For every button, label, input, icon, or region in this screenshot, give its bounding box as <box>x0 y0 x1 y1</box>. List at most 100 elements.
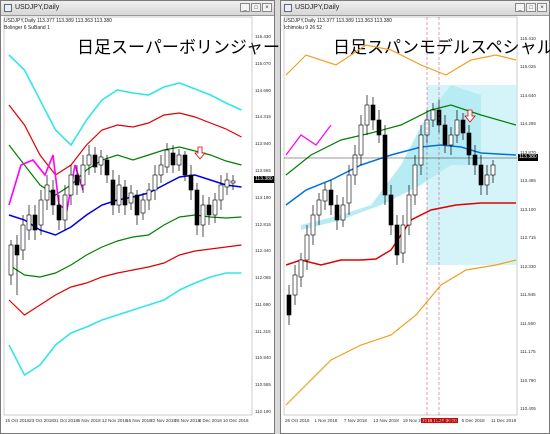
price-axis-label: 113.100 <box>520 206 536 212</box>
candle-body <box>14 244 20 256</box>
candle-body <box>328 189 334 206</box>
bollinger-lower-line <box>285 259 517 406</box>
date-axis-label: 16 Nov 2018 <box>126 418 152 423</box>
chart-window-icon <box>284 4 292 12</box>
minimize-button[interactable]: _ <box>515 3 525 12</box>
price-axis-label: 111.175 <box>520 349 536 355</box>
price-axis-label: 112.065 <box>255 275 271 281</box>
candle-body <box>316 199 322 216</box>
left-chart-title: 日足スーパーボリンジャー <box>77 38 280 58</box>
candle-body <box>370 104 376 121</box>
date-axis-label: 11 Dec 2018 <box>491 418 517 423</box>
candle-body <box>86 154 92 166</box>
candle-body <box>484 174 490 186</box>
candle-body <box>298 259 304 278</box>
price-axis-label: 115.070 <box>255 60 271 66</box>
left-symbol-info: USDJPY,Daily 113.377 113.389 113.363 113… <box>4 18 112 24</box>
lower-band-1-line <box>8 214 242 278</box>
left-current-price-tag: 113.380 <box>254 176 274 183</box>
date-axis-label: 6 Nov 2018 <box>77 418 101 423</box>
close-button[interactable]: × <box>262 3 272 12</box>
candle-body <box>152 174 158 191</box>
candle-body <box>430 109 436 121</box>
candle-body <box>212 199 218 216</box>
candle-body <box>388 194 394 226</box>
candle-body <box>38 199 44 226</box>
candle-body <box>62 194 68 221</box>
date-axis-label: 29 Nov 2018 <box>432 418 458 423</box>
candle-body <box>304 234 310 261</box>
price-axis-label: 114.255 <box>520 121 536 127</box>
minimize-button[interactable]: _ <box>240 3 250 12</box>
right-chart-window[interactable]: USDJPY,Daily _ □ × USDJPY,Daily 113.377 … <box>280 0 550 434</box>
price-axis-label: 111.315 <box>255 328 271 334</box>
candle-body <box>334 204 340 221</box>
candle-body <box>442 124 448 146</box>
candle-body <box>32 214 38 231</box>
candle-body <box>412 164 418 196</box>
candle-body <box>74 174 80 186</box>
price-axis-label: 115.025 <box>520 64 536 70</box>
right-indicator-info: Ichimoku 9 26 52 <box>284 25 323 31</box>
price-axis-label: 110.190 <box>255 409 271 414</box>
candle-body <box>170 152 176 166</box>
sell-arrow-icon <box>464 109 476 123</box>
candle-body <box>92 154 98 168</box>
candle-body <box>50 189 56 206</box>
candle-body <box>104 159 110 176</box>
price-axis-label: 115.410 <box>520 36 536 41</box>
sell-arrow-icon <box>194 146 206 160</box>
candle-body <box>206 204 212 216</box>
lower-band-3-line <box>8 272 242 377</box>
price-axis-label: 112.330 <box>520 263 536 269</box>
left-chart-window[interactable]: USDJPY,Daily _ □ × USDJPY,Daily 113.377 … <box>0 0 280 434</box>
candle-body <box>292 274 298 296</box>
price-axis-label: 115.430 <box>255 34 271 39</box>
candle-body <box>460 119 466 134</box>
candle-body <box>182 154 188 176</box>
candle-body <box>448 134 454 146</box>
price-axis-label: 112.440 <box>255 248 271 254</box>
candle-body <box>466 132 472 156</box>
candle-body <box>230 180 236 184</box>
candle-body <box>382 134 388 196</box>
candle-body <box>110 179 116 206</box>
price-axis-label: 111.560 <box>520 320 536 326</box>
candle-body <box>8 244 14 276</box>
left-chart-canvas[interactable] <box>1 15 274 433</box>
close-button[interactable]: × <box>537 3 547 12</box>
price-axis-label: 110.405 <box>520 406 536 411</box>
date-axis-label: 19 Nov 2018 <box>402 418 429 423</box>
left-title-bar[interactable]: USDJPY,Daily _ □ × <box>1 1 274 16</box>
candle-body <box>122 186 128 206</box>
candle-body <box>140 199 146 214</box>
bollinger-upper-line <box>285 44 517 76</box>
right-current-price-tag: 113.380 <box>518 154 538 161</box>
right-chart-canvas[interactable] <box>281 15 549 433</box>
left-window-title: USDJPY,Daily <box>15 4 60 11</box>
maximize-button[interactable]: □ <box>526 3 536 12</box>
maximize-button[interactable]: □ <box>251 3 261 12</box>
right-symbol-info: USDJPY,Daily 113.377 113.389 113.363 113… <box>284 18 392 24</box>
date-axis-label: 31 Oct 2018 <box>53 418 78 423</box>
price-axis-label: 110.790 <box>520 377 536 383</box>
lower-band-2-line <box>8 244 242 316</box>
candle-body <box>322 189 328 202</box>
date-axis-label: 4 Dec 2018 <box>198 418 222 423</box>
right-title-bar[interactable]: USDJPY,Daily _ □ × <box>281 1 549 16</box>
chart-window-icon <box>4 4 12 12</box>
date-axis-label: 7 Nov 2018 <box>343 418 367 423</box>
date-axis-label: 23 Oct 2018 <box>29 418 54 423</box>
upper-band-3-line <box>8 54 242 147</box>
candle-body <box>176 154 182 166</box>
price-axis-label: 114.315 <box>255 114 271 120</box>
lagging-span-line <box>285 124 332 156</box>
price-axis-label: 113.190 <box>255 194 271 200</box>
candle-body <box>44 184 50 201</box>
candle-body <box>224 179 230 188</box>
price-axis-label: 113.870 <box>520 149 536 155</box>
candle-body <box>340 204 346 221</box>
price-axis-label: 114.640 <box>520 92 536 98</box>
date-marker-label: 2018.11.28 00:00 <box>421 418 458 423</box>
candle-body <box>164 149 170 168</box>
